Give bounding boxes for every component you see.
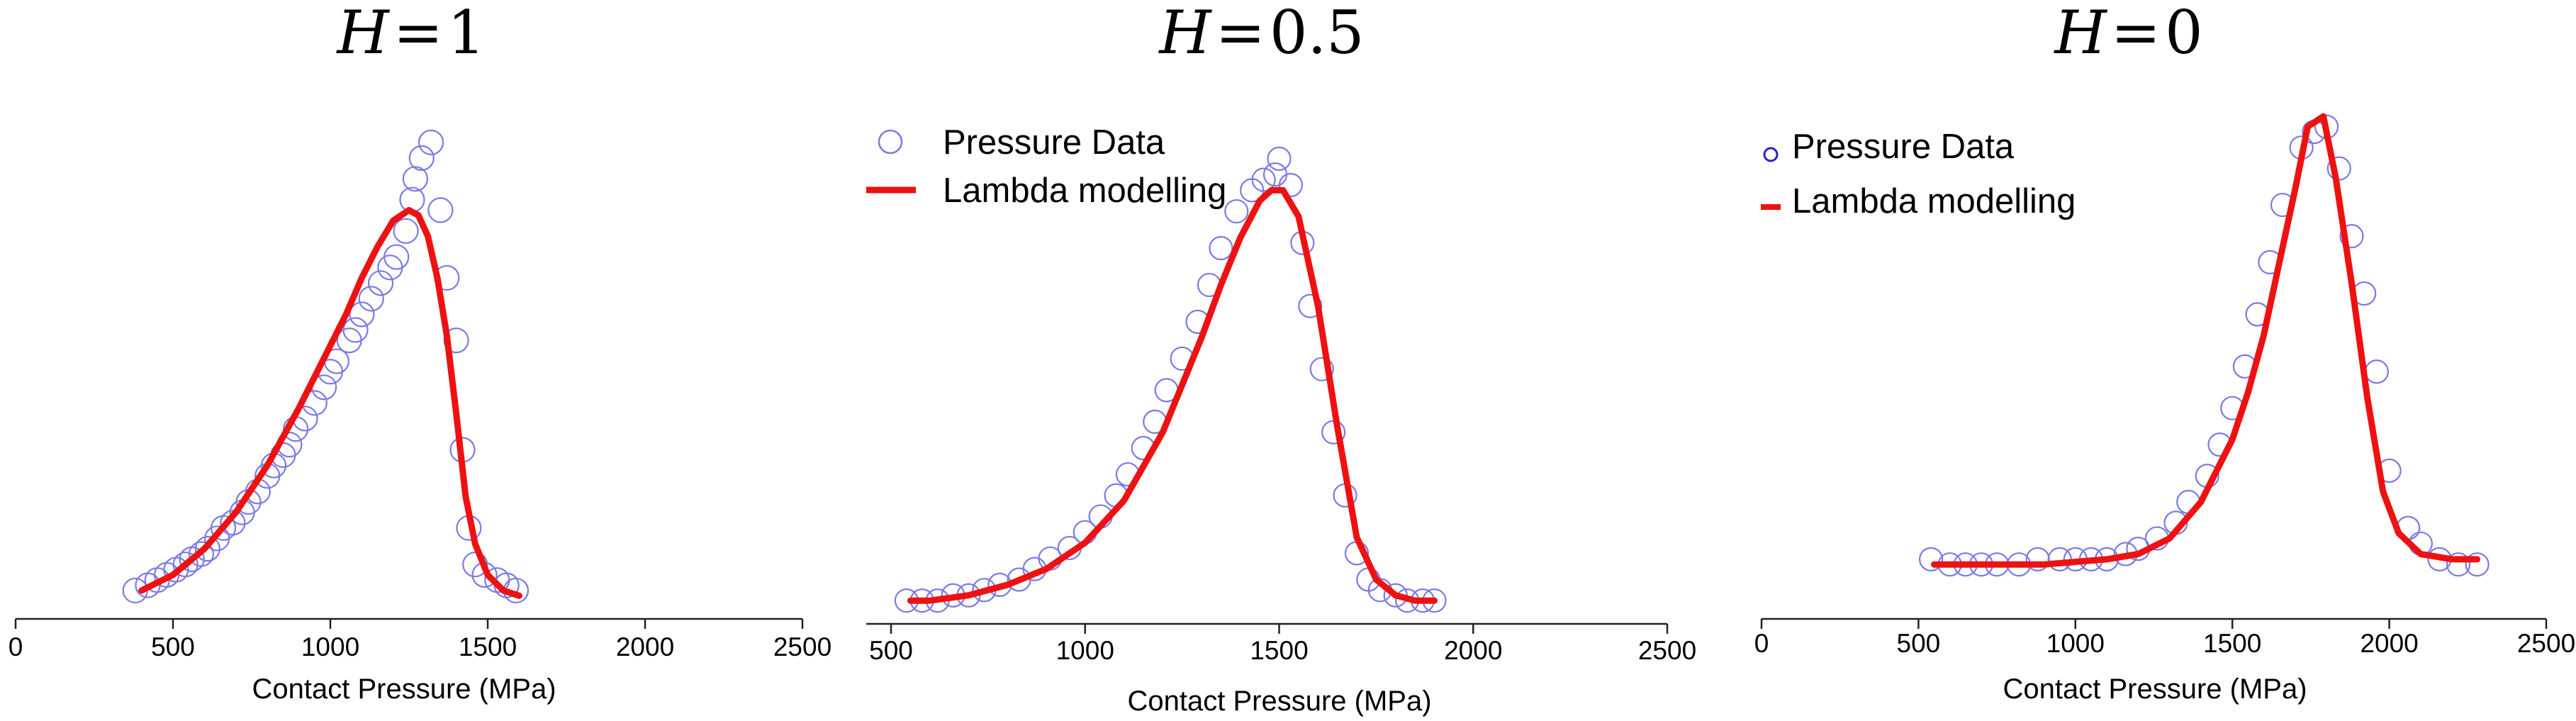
x-tick-label: 2500	[2517, 629, 2575, 658]
panel-2-legend: Pressure Data Lambda modelling	[866, 123, 1226, 210]
panel-2-legend-marker-symbol	[878, 129, 903, 155]
pressure-data-point	[393, 218, 419, 244]
panel-1-marks	[122, 129, 530, 604]
pressure-data-point	[1251, 167, 1276, 192]
x-tick-label: 500	[1897, 629, 1941, 658]
x-tick-label: 1500	[459, 632, 517, 661]
pressure-data-point	[427, 197, 454, 223]
panel-2-legend-label-lambda-modelling: Lambda modelling	[943, 172, 1226, 210]
pressure-data-point	[220, 510, 246, 536]
lambda-modelling-line	[907, 186, 1438, 604]
pressure-data-point	[1224, 199, 1249, 224]
pressure-data-point	[342, 317, 369, 343]
pressure-data-point	[1267, 146, 1292, 171]
panel-2-x-ticks: 500 1000 1500 2000 2500	[869, 624, 1696, 665]
pressure-data-point	[2364, 359, 2389, 384]
x-tick-label: 1000	[301, 632, 359, 661]
panel-3-legend-marker-symbol	[1763, 147, 1779, 162]
pressure-data-point	[383, 244, 410, 270]
panel-1: H=1 0 500 1000 1500 2000 2500 Contact Pressur…	[9, 0, 831, 705]
panel-2: H=0.5 500 1000 1500 2000 2500 Contact Pressu…	[866, 0, 1696, 717]
pressure-data-point	[349, 301, 375, 328]
x-tick-label: 1000	[2046, 629, 2105, 658]
pressure-data-point	[402, 166, 428, 192]
x-tick-label: 1000	[1056, 636, 1114, 665]
x-tick-label: 2500	[1638, 636, 1696, 665]
lambda-modelling-line	[138, 206, 522, 599]
panel-3-legend-label-lambda-modelling: Lambda modelling	[1792, 182, 2076, 220]
pressure-data-point	[1919, 547, 1944, 571]
panel-2-marks	[894, 146, 1447, 613]
pressure-data-point	[188, 541, 215, 567]
panel-1-x-ticks: 0 500 1000 1500 2000 2500	[9, 619, 831, 661]
pressure-data-point	[1309, 357, 1334, 381]
pressure-data-point	[1209, 235, 1233, 261]
pressure-data-point	[358, 286, 384, 312]
panel-1-x-axis-label: Contact Pressure (MPa)	[252, 674, 556, 705]
panel-3-x-axis-label: Contact Pressure (MPa)	[2003, 674, 2307, 705]
x-tick-label: 2000	[1444, 636, 1502, 665]
lambda-modelling-line	[1931, 113, 2481, 568]
pressure-data-point	[2339, 224, 2364, 249]
x-tick-label: 1500	[2203, 629, 2261, 658]
panel-3-marks	[1919, 113, 2490, 577]
pressure-data-point	[2446, 552, 2471, 577]
panel-2-legend-label-pressure-data: Pressure Data	[943, 123, 1165, 162]
x-tick-label: 500	[869, 636, 913, 665]
pressure-data-point	[418, 129, 444, 155]
panel-3-title: H=0	[2053, 0, 2202, 67]
x-tick-label: 2000	[2360, 629, 2418, 658]
x-tick-label: 2500	[773, 632, 831, 661]
pressure-data-point	[1298, 294, 1323, 318]
x-tick-label: 500	[151, 632, 195, 661]
x-tick-label: 0	[1754, 629, 1769, 658]
panel-3: H=0 0 500 1000 1500 2000 2500 Contact Pressur…	[1754, 0, 2575, 705]
panel-2-x-axis-label: Contact Pressure (MPa)	[1127, 686, 1431, 717]
panel-3-legend: Pressure Data Lambda modelling	[1761, 128, 2076, 220]
panel-2-title: H=0.5	[1158, 0, 1364, 67]
x-tick-label: 0	[9, 632, 23, 661]
panel-1-title: H=1	[335, 0, 485, 67]
pressure-data-point	[2465, 552, 2490, 577]
pressure-data-point	[443, 328, 469, 354]
pressure-data-point	[408, 145, 435, 171]
pressure-data-point	[194, 536, 220, 562]
panel-3-x-ticks: 0 500 1000 1500 2000 2500	[1754, 619, 2575, 658]
x-tick-label: 2000	[616, 632, 674, 661]
panel-3-legend-label-pressure-data: Pressure Data	[1792, 128, 2015, 166]
pressure-data-point	[462, 552, 488, 578]
pressure-data-point	[172, 552, 198, 578]
x-tick-label: 1500	[1250, 636, 1308, 665]
pressure-data-point	[1278, 172, 1304, 198]
pressure-data-point	[367, 270, 394, 296]
